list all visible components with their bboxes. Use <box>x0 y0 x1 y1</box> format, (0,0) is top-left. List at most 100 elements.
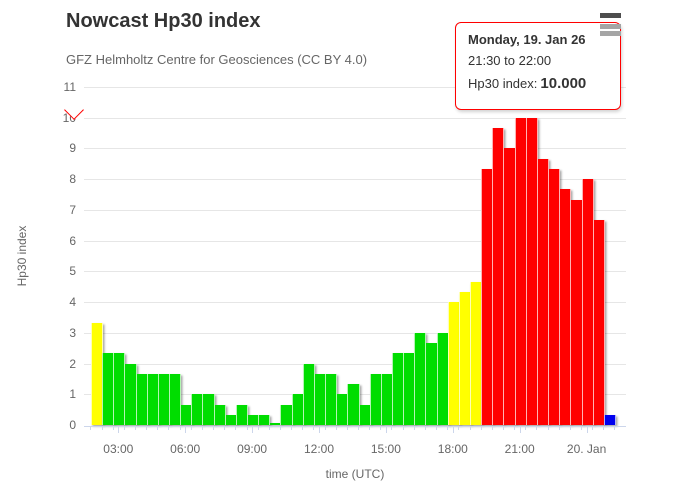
x-axis-minor-tick <box>447 427 449 430</box>
x-axis-minor-tick <box>525 427 527 430</box>
column-bar[interactable] <box>213 404 226 425</box>
y-grid-line <box>84 363 626 365</box>
x-axis-tick-label: 18:00 <box>437 442 468 456</box>
y-axis-tick-label: 11 <box>63 79 76 94</box>
x-axis-minor-tick <box>391 427 393 430</box>
x-axis-minor-tick <box>581 427 583 430</box>
y-axis-tick-label: 2 <box>69 356 76 371</box>
x-axis-tick-label: 20. Jan <box>566 442 607 456</box>
column-bar[interactable] <box>235 404 249 425</box>
x-axis-minor-tick <box>90 427 92 430</box>
x-axis-minor-tick <box>547 427 549 430</box>
y-grid-line <box>84 332 626 334</box>
x-axis-major-tick <box>452 427 454 433</box>
x-axis-minor-tick <box>358 427 360 430</box>
tooltip-time-range: 21:30 to 22:00 <box>468 53 552 68</box>
x-axis-minor-tick <box>436 427 438 430</box>
x-axis-major-tick <box>586 427 588 433</box>
x-axis-minor-tick <box>257 427 259 430</box>
x-axis-minor-tick <box>346 427 348 430</box>
x-axis-minor-tick <box>402 427 404 430</box>
x-axis-tick-label: 06:00 <box>170 442 201 456</box>
y-axis-tick-label: 7 <box>69 202 76 217</box>
x-axis-minor-tick <box>302 427 304 430</box>
x-axis-minor-tick <box>224 427 226 430</box>
x-axis-minor-tick <box>146 427 148 430</box>
x-axis-minor-tick <box>469 427 471 430</box>
x-axis-minor-tick <box>112 427 114 430</box>
x-axis-minor-tick <box>413 427 415 430</box>
y-axis-tick-label: 5 <box>69 264 76 279</box>
tooltip: Monday, 19. Jan 26 21:30 to 22:00 Hp30 i… <box>455 22 621 110</box>
x-axis-minor-tick <box>335 427 337 430</box>
tooltip-date: Monday, 19. Jan 26 <box>468 32 586 47</box>
x-axis-major-tick <box>118 427 120 433</box>
x-axis-major-tick <box>319 427 320 433</box>
x-axis-minor-tick <box>569 427 571 430</box>
x-axis-tick-label: 15:00 <box>370 442 401 456</box>
x-axis-minor-tick <box>235 427 237 430</box>
x-axis-minor-tick <box>268 427 270 430</box>
chart-title: Nowcast Hp30 index <box>66 10 261 32</box>
column-bar[interactable] <box>258 414 271 425</box>
x-axis-minor-tick <box>491 427 493 430</box>
tooltip-index-value: 10.000 <box>540 75 587 92</box>
y-axis-tick-label: 3 <box>69 325 76 340</box>
column-bar[interactable] <box>592 220 605 425</box>
x-axis-minor-tick <box>502 427 504 430</box>
hamburger-icon <box>600 24 621 29</box>
chart-context-menu-button[interactable] <box>600 13 622 39</box>
y-grid-line <box>84 148 626 150</box>
x-axis-minor-tick <box>201 427 203 430</box>
tooltip-index-line: Hp30 index: 10.000 <box>468 75 608 92</box>
x-axis-minor-tick <box>514 427 516 430</box>
x-axis-minor-tick <box>190 427 192 430</box>
x-axis-minor-tick <box>480 427 482 430</box>
x-axis-tick-label: 09:00 <box>237 442 268 456</box>
y-grid-line <box>84 302 626 304</box>
column-bar[interactable] <box>603 414 616 425</box>
hamburger-icon <box>600 13 621 18</box>
x-axis-minor-tick <box>380 427 382 430</box>
y-axis-tick-label: 0 <box>69 418 76 432</box>
y-axis-tick-label: 8 <box>69 172 76 187</box>
x-axis-minor-tick <box>558 427 560 430</box>
x-axis-minor-tick <box>168 427 170 430</box>
x-axis-major-tick <box>252 427 254 433</box>
x-axis-minor-tick <box>458 427 460 430</box>
column-bar[interactable] <box>168 373 182 425</box>
x-axis-tick-label: 03:00 <box>103 442 134 456</box>
x-axis-minor-tick <box>424 427 426 430</box>
x-axis-minor-tick <box>592 427 594 430</box>
y-axis-title: Hp30 index <box>15 225 29 287</box>
y-grid-line <box>84 179 626 181</box>
y-axis-tick-label: 4 <box>69 295 76 310</box>
x-axis-minor-tick <box>179 427 181 430</box>
x-axis-minor-tick <box>369 427 371 430</box>
x-axis-major-tick <box>185 427 187 433</box>
x-axis-minor-tick <box>101 427 103 430</box>
x-axis-major-tick <box>519 427 521 433</box>
x-axis-minor-tick <box>536 427 538 430</box>
x-axis-minor-tick <box>246 427 248 430</box>
x-axis-tick-label: 12:00 <box>303 442 335 456</box>
y-grid-line <box>84 271 626 273</box>
y-grid-line <box>84 86 626 88</box>
y-axis-tick-label: 9 <box>69 141 76 156</box>
x-axis-minor-tick <box>313 427 315 430</box>
x-axis-minor-tick <box>279 427 281 430</box>
tooltip-index-label: Hp30 index: <box>468 76 538 91</box>
x-axis-minor-tick <box>135 427 137 430</box>
x-axis-tick-label: 21:00 <box>504 442 535 456</box>
x-axis-minor-tick <box>614 427 616 430</box>
y-grid-line <box>84 117 626 119</box>
x-axis-minor-tick <box>291 427 293 430</box>
chart-subtitle: GFZ Helmholtz Centre for Geosciences (CC… <box>66 52 368 67</box>
x-axis-minor-tick <box>324 427 326 430</box>
x-axis-title: time (UTC) <box>325 467 385 481</box>
x-axis-minor-tick <box>123 427 125 430</box>
x-axis-major-tick <box>385 427 387 433</box>
x-axis-minor-tick <box>157 427 159 430</box>
y-grid-line <box>84 209 626 211</box>
